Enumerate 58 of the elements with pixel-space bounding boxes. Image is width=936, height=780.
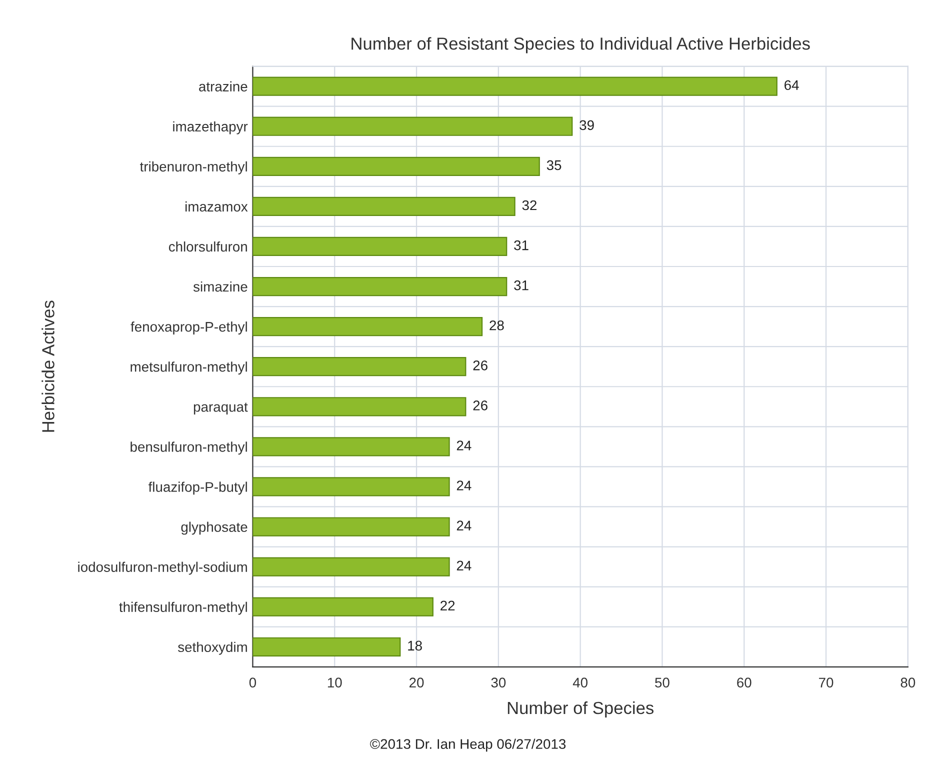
bar <box>252 557 450 576</box>
bar <box>252 316 483 336</box>
y-tick-label: sethoxydim <box>178 642 247 655</box>
bar <box>252 637 401 656</box>
data-label: 35 <box>546 160 562 170</box>
x-tick-label: 10 <box>328 678 342 688</box>
y-axis-title: Herbicide Actives <box>42 300 54 432</box>
bar <box>252 236 508 256</box>
text: ©2013 Dr. Ian Heap 06/27/2013 <box>370 738 566 752</box>
y-tick-label: chlorsulfuron <box>168 241 247 252</box>
data-label: 31 <box>514 240 528 250</box>
y-tick-label: imazethapyr <box>173 121 248 134</box>
y-tick-label: metsulfuron-methyl <box>130 362 247 375</box>
y-tick-label: iodosulfuron-methyl-sodium <box>78 562 247 575</box>
bar <box>252 76 778 96</box>
data-label: 24 <box>456 520 472 530</box>
y-tick-label: fenoxaprop-P-ethyl <box>130 322 247 334</box>
data-label: 24 <box>456 480 472 490</box>
y-tick-label: tribenuron-methyl <box>140 161 247 174</box>
chart-title: Number of Resistant Species to Individual Active Herbicides <box>352 37 810 54</box>
bar <box>252 597 434 616</box>
data-label: 26 <box>473 400 488 410</box>
data-label: 31 <box>514 280 528 290</box>
x-tick-label: 0 <box>249 678 256 688</box>
y-tick-label: bensulfuron-methyl <box>130 442 247 455</box>
data-label: 39 <box>580 120 594 130</box>
data-label: 22 <box>440 600 455 610</box>
data-label: 24 <box>456 440 472 450</box>
data-label: 28 <box>490 320 504 330</box>
data-label: 18 <box>408 640 422 651</box>
bar <box>252 116 573 136</box>
y-tick-label: simazine <box>193 281 248 292</box>
data-label: 64 <box>784 80 799 90</box>
bar <box>252 517 450 536</box>
x-tick-label: 40 <box>572 678 588 688</box>
x-axis-title: Number of Species <box>508 701 654 718</box>
bar <box>252 196 516 216</box>
y-tick-label: fluazifop-P-butyl <box>148 482 247 495</box>
bar <box>252 397 466 416</box>
y-tick-label: atrazine <box>199 81 248 92</box>
x-tick-label: 30 <box>491 678 506 688</box>
bar <box>252 437 450 456</box>
x-tick-label: 50 <box>655 678 670 688</box>
y-tick-label: paraquat <box>194 402 248 415</box>
y-tick-label: glyphosate <box>181 522 248 535</box>
y-tick-label: thifensulfuron-methyl <box>119 602 247 615</box>
x-tick-label: 60 <box>737 678 752 688</box>
bar <box>252 357 466 376</box>
bar <box>252 477 450 496</box>
data-label: 24 <box>456 560 472 570</box>
data-label: 26 <box>473 360 488 370</box>
bar <box>252 156 540 176</box>
y-tick-label: imazamox <box>186 201 248 212</box>
x-tick-label: 70 <box>819 678 834 688</box>
bar <box>252 276 508 296</box>
data-label: 32 <box>522 200 536 210</box>
x-tick-label: 80 <box>900 678 916 688</box>
x-tick-label: 20 <box>409 678 424 688</box>
